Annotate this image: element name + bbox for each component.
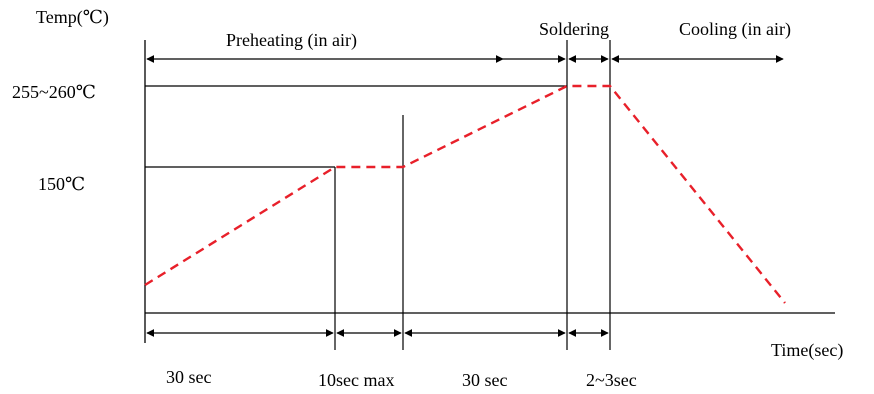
time-ramp-up-label: 30 sec bbox=[166, 367, 211, 387]
phase-cooling-label: Cooling (in air) bbox=[679, 19, 791, 40]
time-ramp-to-peak-label: 30 sec bbox=[462, 370, 507, 389]
time-peak-label: 2~3sec bbox=[586, 370, 637, 389]
time-soak-label: 10sec max bbox=[318, 370, 394, 389]
x-axis-label: Time(sec) bbox=[771, 340, 843, 361]
reflow-profile-curve bbox=[144, 84, 786, 304]
phase-soldering-label: Soldering bbox=[539, 19, 609, 39]
preheat-temp-label: 150℃ bbox=[38, 174, 85, 194]
phase-preheating-label: Preheating (in air) bbox=[226, 30, 357, 51]
peak-temp-label: 255~260℃ bbox=[12, 82, 96, 102]
y-axis-label: Temp(℃) bbox=[36, 7, 109, 28]
